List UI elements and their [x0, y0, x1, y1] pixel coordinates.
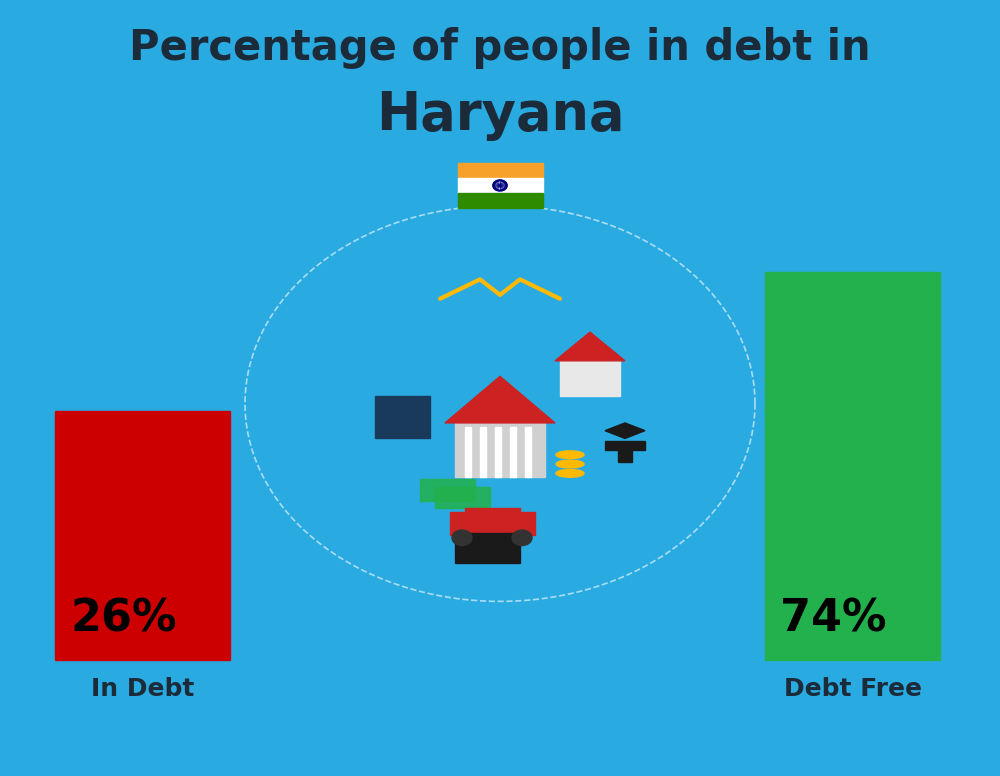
Circle shape — [452, 530, 472, 546]
Ellipse shape — [556, 451, 584, 459]
Bar — [605, 441, 645, 450]
Bar — [450, 512, 535, 535]
Bar — [618, 448, 632, 462]
Text: Percentage of people in debt in: Percentage of people in debt in — [129, 27, 871, 69]
Ellipse shape — [556, 460, 584, 468]
Polygon shape — [605, 423, 645, 438]
Bar — [435, 487, 490, 508]
Bar — [765, 272, 940, 660]
Bar — [375, 396, 430, 438]
Polygon shape — [555, 332, 625, 361]
Circle shape — [512, 530, 532, 546]
Bar — [525, 427, 531, 477]
Text: 74%: 74% — [780, 598, 887, 640]
Text: Haryana: Haryana — [376, 89, 624, 141]
Bar — [495, 427, 501, 477]
Bar — [458, 163, 542, 178]
Bar — [472, 543, 502, 555]
Bar — [420, 479, 475, 501]
Text: 26%: 26% — [70, 598, 176, 640]
Bar — [465, 427, 471, 477]
Bar — [465, 508, 520, 521]
Bar — [455, 423, 545, 477]
Bar — [55, 411, 230, 660]
Bar — [455, 533, 520, 563]
Ellipse shape — [556, 469, 584, 477]
Text: In Debt: In Debt — [91, 677, 194, 701]
Bar — [458, 178, 542, 193]
Bar — [480, 427, 486, 477]
Circle shape — [250, 210, 750, 598]
Bar — [510, 427, 516, 477]
Polygon shape — [445, 376, 555, 423]
Circle shape — [496, 182, 504, 189]
Circle shape — [493, 180, 507, 191]
Text: Debt Free: Debt Free — [784, 677, 922, 701]
Bar — [458, 193, 542, 208]
Bar — [560, 361, 620, 396]
